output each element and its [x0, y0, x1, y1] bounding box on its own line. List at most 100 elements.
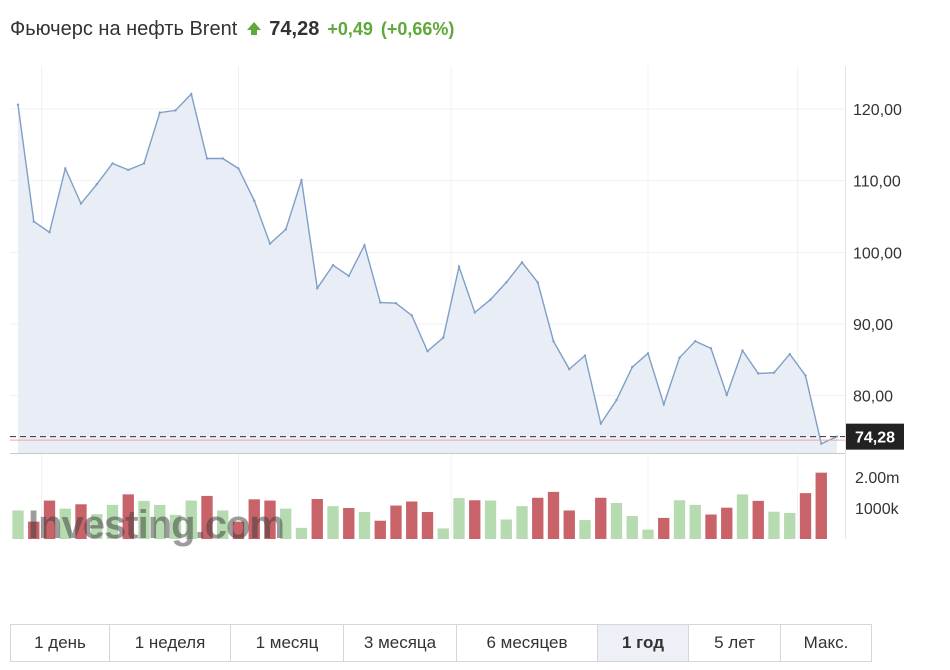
price-point	[268, 242, 272, 245]
price-point	[363, 243, 366, 247]
volume-bar	[421, 512, 434, 539]
price-point	[394, 302, 398, 305]
last-price-tag	[846, 423, 904, 450]
price-point	[583, 354, 587, 357]
price-area	[18, 94, 837, 453]
volume-bar	[705, 514, 717, 539]
price-point	[788, 352, 791, 356]
volume-bar	[406, 501, 418, 539]
volume-bar	[673, 500, 686, 539]
volume-bar	[532, 497, 544, 539]
price-point	[190, 92, 193, 96]
volume-bar	[579, 520, 591, 539]
volume-bar	[28, 521, 40, 539]
price-point	[457, 265, 461, 268]
price-point	[757, 372, 760, 375]
price-point	[205, 157, 209, 160]
volume-bar	[232, 521, 245, 539]
price-point	[32, 220, 35, 223]
range-button[interactable]: 1 месяц	[231, 625, 344, 661]
volume-max-label: 2.00m	[855, 470, 899, 487]
price-point	[662, 403, 665, 406]
volume-bar	[75, 504, 87, 539]
range-button[interactable]: 1 день	[11, 625, 110, 661]
price-point	[489, 298, 492, 301]
volume-bar	[201, 495, 213, 539]
price-point	[536, 281, 539, 284]
price-point	[221, 157, 224, 160]
price-point	[615, 398, 618, 402]
volume-bar	[106, 504, 119, 539]
volume-bar	[59, 508, 71, 539]
volume-bar	[91, 514, 103, 539]
range-button[interactable]: 5 лет	[689, 625, 781, 661]
price-point	[174, 109, 177, 112]
volume-bar	[185, 500, 197, 539]
range-button[interactable]: 1 год	[598, 625, 689, 661]
price-point	[694, 340, 697, 343]
price-point	[410, 314, 413, 317]
volume-bar	[358, 512, 371, 539]
volume-bar	[469, 500, 481, 539]
volume-bar	[122, 494, 134, 539]
price-point	[473, 311, 476, 314]
price-point	[505, 281, 508, 284]
time-range-selector: 1 день 1 неделя 1 месяц 3 месяца 6 месяцев 1 …	[10, 624, 872, 662]
volume-bar	[43, 500, 56, 539]
volume-bar	[390, 505, 402, 539]
price-point	[79, 202, 83, 205]
price-point	[646, 352, 650, 355]
price-point	[142, 162, 146, 165]
y-tick-label: 120,00	[853, 102, 902, 119]
price-change: +0,49	[327, 18, 373, 39]
price-point	[347, 274, 350, 278]
volume-bar	[500, 519, 512, 539]
price-point	[599, 422, 602, 425]
price-point	[835, 435, 839, 438]
volume-bar	[799, 493, 812, 539]
price-point	[552, 340, 555, 343]
range-button[interactable]: Макс.	[781, 625, 871, 661]
volume-bar	[453, 498, 465, 539]
volume-bar	[547, 491, 560, 539]
volume-bar	[295, 527, 308, 539]
price-point	[631, 365, 634, 369]
price-point	[16, 103, 20, 106]
price-point	[253, 199, 256, 202]
volume-bar	[563, 510, 575, 539]
price-point	[804, 374, 807, 377]
price-point	[95, 183, 98, 186]
volume-bar	[311, 499, 323, 539]
volume-bar	[768, 511, 780, 539]
instrument-header: Фьючерс на нефть Brent 74,28 +0,49 (+0,6…	[10, 14, 454, 44]
volume-bar	[736, 494, 749, 539]
price-point	[442, 336, 445, 339]
volume-bar	[437, 528, 449, 539]
volume-bar	[374, 520, 386, 539]
volume-bar	[752, 500, 764, 539]
watermark-logo: Investing.com	[28, 503, 284, 547]
volume-bar	[784, 512, 796, 539]
range-button[interactable]: 1 неделя	[110, 625, 231, 661]
price-point	[820, 442, 823, 445]
volume-mid-label: 1000k	[855, 501, 900, 518]
volume-bar	[626, 516, 638, 539]
price-point	[237, 167, 240, 170]
volume-bar	[343, 508, 355, 539]
range-button[interactable]: 3 месяца	[344, 625, 457, 661]
volume-bar	[689, 504, 701, 539]
y-tick-label: 110,00	[853, 174, 901, 191]
price-point	[111, 162, 114, 165]
y-tick-label: 80,00	[853, 389, 893, 406]
price-point	[426, 350, 429, 353]
price-point	[64, 167, 67, 170]
range-button[interactable]: 6 месяцев	[457, 625, 598, 661]
price-point	[520, 261, 524, 264]
volume-bar	[815, 472, 827, 539]
price-point	[741, 349, 744, 352]
price-point	[379, 301, 382, 304]
price-point	[316, 286, 319, 290]
price-point	[568, 367, 571, 371]
price-chart[interactable]: 120,00 110,00 100,00 90,00 80,00 74,28 2.00m 10…	[0, 50, 950, 550]
price-point	[48, 231, 51, 234]
